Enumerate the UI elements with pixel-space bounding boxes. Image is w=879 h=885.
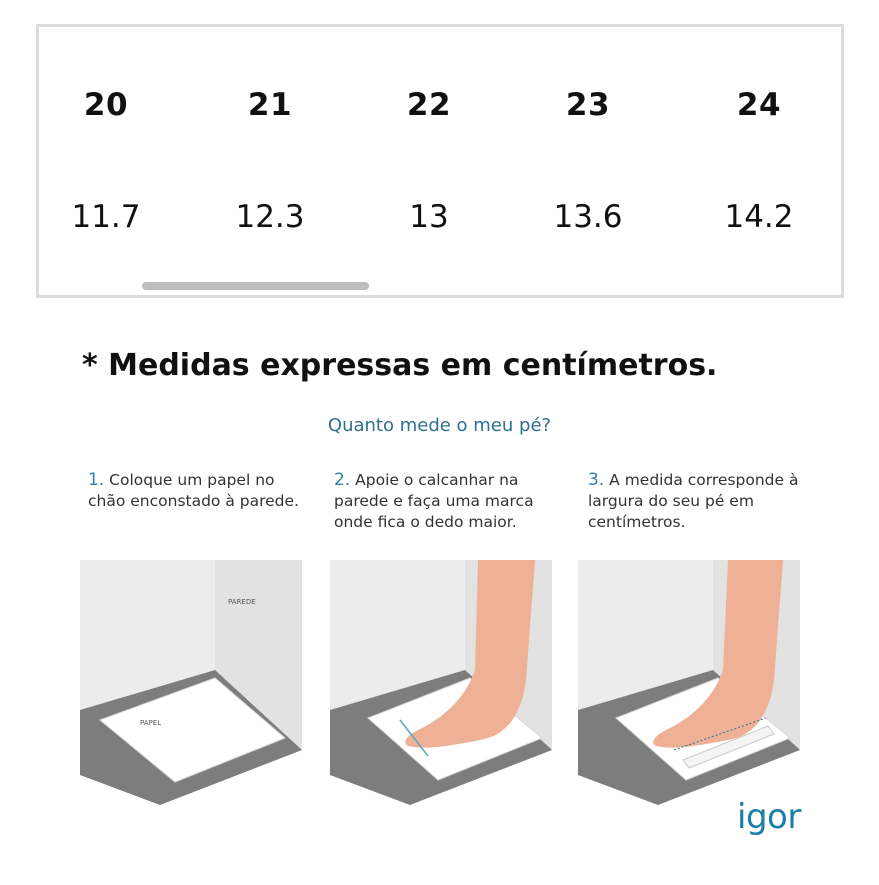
step-3: 3. A medida corresponde à largura do seu… [588, 470, 803, 533]
size-22: 22 [406, 87, 452, 123]
step-2-number: 2. [334, 470, 351, 490]
horizontal-scrollbar[interactable] [142, 282, 369, 290]
illustration-paper-on-floor: PAREDE PAPEL [80, 560, 302, 805]
cm-21: 12.3 [235, 199, 305, 235]
step-1-text: Coloque um papel no chão enconstado à pa… [88, 471, 299, 510]
step-2-text: Apoie o calcanhar na parede e faça uma m… [334, 471, 534, 531]
size-20: 20 [83, 87, 129, 123]
illustration-heel-on-wall [330, 560, 552, 805]
size-21: 21 [247, 87, 293, 123]
step-2: 2. Apoie o calcanhar na parede e faça um… [334, 470, 549, 533]
cm-22: 13 [409, 199, 449, 235]
illustration-measurement [578, 560, 800, 805]
wall-label: PAREDE [228, 598, 256, 606]
cm-20: 11.7 [71, 199, 141, 235]
step-3-text: A medida corresponde à largura do seu pé… [588, 471, 799, 531]
step-1: 1. Coloque um papel no chão enconstado à… [88, 470, 303, 512]
paper-label: PAPEL [140, 719, 161, 727]
size-23: 23 [565, 87, 611, 123]
step-3-number: 3. [588, 470, 605, 490]
measurement-note: * Medidas expressas em centímetros. [82, 348, 718, 383]
cm-23: 13.6 [553, 199, 623, 235]
cm-24: 14.2 [724, 199, 794, 235]
size-table: 20 21 22 23 24 11.7 12.3 13 13.6 14.2 [36, 24, 844, 298]
step-1-number: 1. [88, 470, 105, 490]
guide-title: Quanto mede o meu pé? [327, 415, 552, 436]
igor-logo: igor [737, 797, 801, 837]
size-24: 24 [736, 87, 782, 123]
